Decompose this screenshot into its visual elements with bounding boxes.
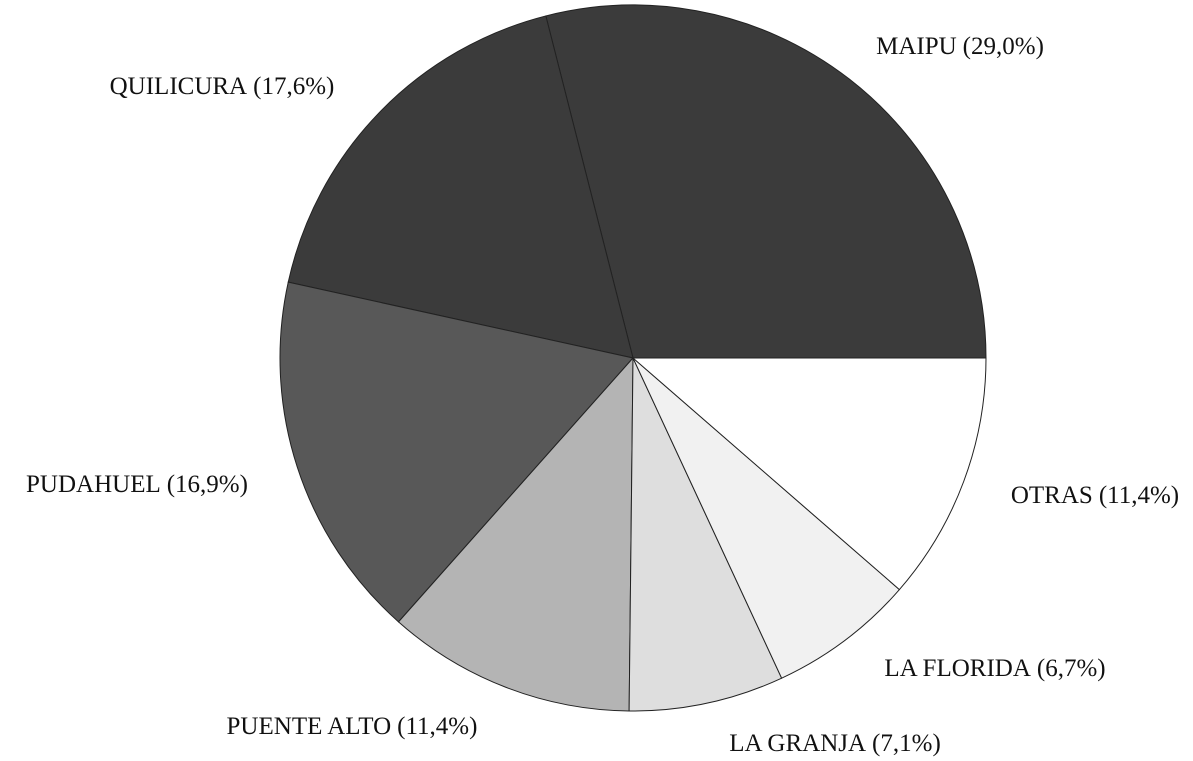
pie-slice [631,357,987,591]
slice-label: QUILICURA (17,6%) [110,73,335,100]
category-name: MAIPU [876,33,957,60]
slice-label: LA GRANJA (7,1%) [729,730,941,757]
pie-slice [545,4,987,359]
category-name: OTRAS [1011,482,1093,509]
value-label: (17,6%) [253,73,334,100]
slice-label: LA FLORIDA (6,7%) [884,655,1105,682]
category-name: LA FLORIDA [884,655,1031,682]
pie-slice [397,356,634,712]
pie-slice [287,15,634,359]
value-label: (11,4%) [397,713,477,740]
slice-label: PUDAHUEL (16,9%) [26,471,248,498]
slice-label: MAIPU (29,0%) [876,33,1044,60]
pie-slice [628,357,783,712]
slice-label: PUENTE ALTO (11,4%) [227,713,478,740]
slice-label: OTRAS (11,4%) [1011,482,1179,509]
value-label: (6,7%) [1037,655,1106,682]
value-label: (7,1%) [872,730,941,757]
value-label: (11,4%) [1099,482,1179,509]
value-label: (29,0%) [963,33,1044,60]
pie-slice [632,357,901,679]
value-label: (16,9%) [167,471,248,498]
category-name: PUENTE ALTO [227,713,392,740]
category-name: QUILICURA [110,73,248,100]
category-name: PUDAHUEL [26,471,161,498]
category-name: LA GRANJA [729,730,866,757]
pie-slice [279,281,634,623]
